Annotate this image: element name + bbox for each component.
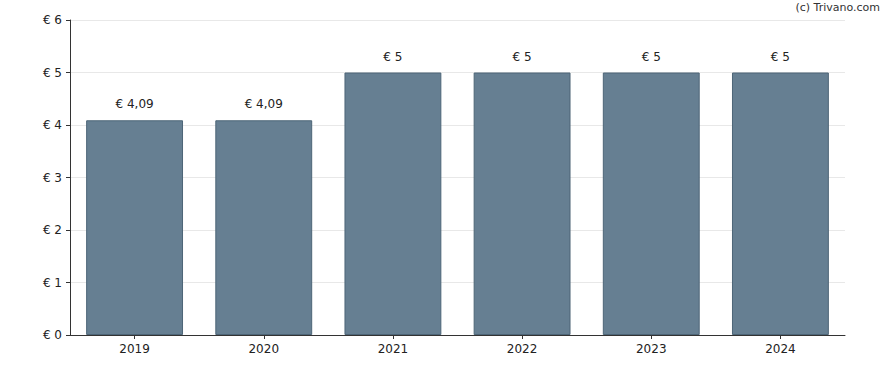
- svg-text:2020: 2020: [248, 342, 279, 356]
- svg-text:€ 5: € 5: [383, 50, 402, 64]
- svg-text:2019: 2019: [119, 342, 150, 356]
- svg-text:(c) Trivano.com: (c) Trivano.com: [795, 1, 880, 14]
- svg-text:€ 0: € 0: [43, 328, 62, 342]
- svg-text:2023: 2023: [636, 342, 667, 356]
- svg-text:2022: 2022: [507, 342, 538, 356]
- svg-text:€ 4,09: € 4,09: [115, 97, 153, 111]
- svg-text:€ 6: € 6: [43, 13, 62, 27]
- svg-text:€ 3: € 3: [43, 171, 62, 185]
- svg-text:€ 5: € 5: [43, 66, 62, 80]
- svg-text:2024: 2024: [765, 342, 796, 356]
- svg-text:€ 4,09: € 4,09: [245, 97, 283, 111]
- svg-text:€ 5: € 5: [771, 50, 790, 64]
- svg-text:€ 5: € 5: [642, 50, 661, 64]
- svg-text:2021: 2021: [378, 342, 409, 356]
- svg-text:€ 4: € 4: [43, 118, 62, 132]
- svg-text:€ 5: € 5: [513, 50, 532, 64]
- svg-text:€ 1: € 1: [43, 276, 62, 290]
- svg-text:€ 2: € 2: [43, 223, 62, 237]
